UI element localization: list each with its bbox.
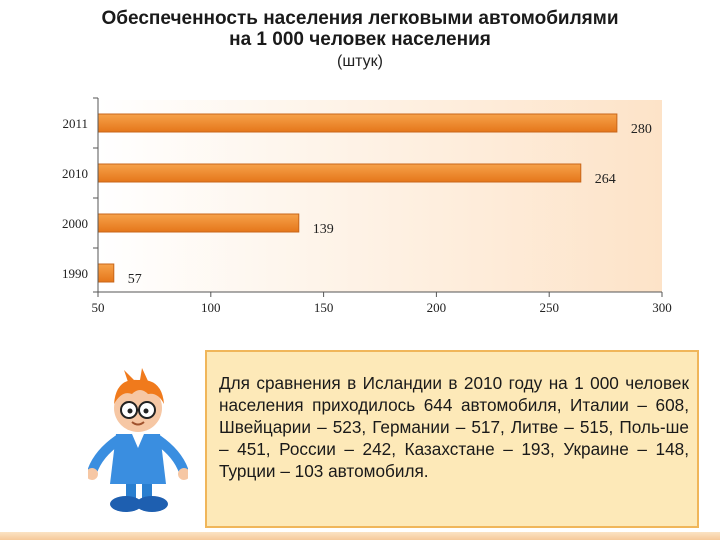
footer-band	[0, 532, 720, 540]
x-tick-label-150: 150	[314, 300, 334, 315]
value-label-2011: 280	[631, 122, 652, 137]
bar-1990	[97, 263, 115, 283]
value-label-1990: 57	[128, 272, 142, 287]
chart-unit: (штук)	[337, 53, 383, 70]
value-label-2010: 264	[595, 172, 616, 187]
bar-2000	[97, 213, 300, 233]
x-tick-label-300: 300	[652, 300, 672, 315]
comparison-note-text: Для сравнения в Исландии в 2010 году на …	[219, 373, 689, 481]
x-tick-label-100: 100	[201, 300, 221, 315]
bar-2011	[97, 113, 618, 133]
bar-2010	[97, 163, 582, 183]
category-label-2010: 2010	[62, 166, 88, 181]
cartoon-boy-with-glasses-icon	[88, 368, 188, 512]
chart-title-line1: Обеспеченность населения легковыми автом…	[101, 8, 619, 29]
chart-title: Обеспеченность населения легковыми автом…	[0, 8, 720, 50]
x-tick-label-200: 200	[427, 300, 447, 315]
category-label-2000: 2000	[62, 216, 88, 231]
category-label-2011: 2011	[62, 116, 88, 131]
category-label-1990: 1990	[62, 266, 88, 281]
chart-title-line2: на 1 000 человек населения	[229, 29, 491, 50]
x-tick-label-50: 50	[92, 300, 105, 315]
comparison-note: Для сравнения в Исландии в 2010 году на …	[205, 350, 699, 528]
bar-chart: 50 100 150 200 250 300 2011 2010 2000 1990 280 26…	[62, 97, 672, 315]
x-tick-label-250: 250	[539, 300, 559, 315]
value-label-2000: 139	[313, 222, 334, 237]
